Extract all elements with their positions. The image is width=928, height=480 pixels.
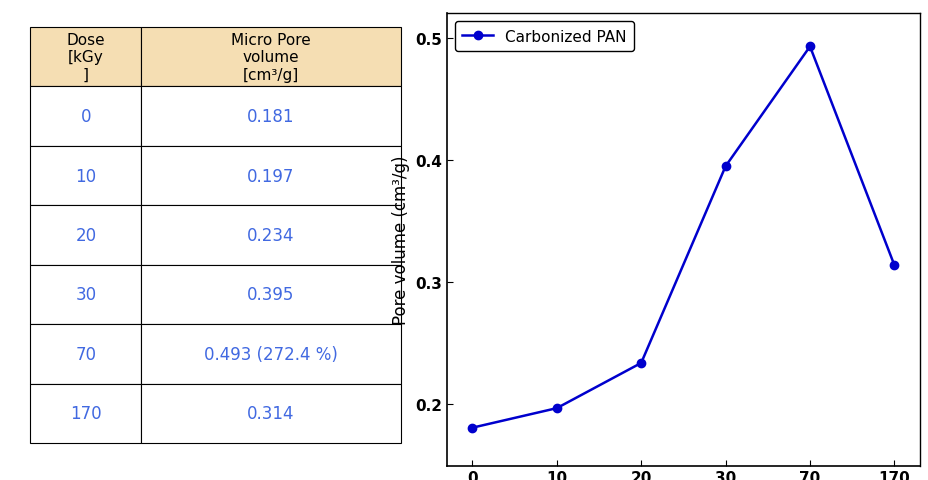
Y-axis label: Pore volume (cm³/g): Pore volume (cm³/g) <box>392 156 409 324</box>
Text: 0.197: 0.197 <box>247 167 294 185</box>
FancyBboxPatch shape <box>141 384 400 443</box>
FancyBboxPatch shape <box>31 324 141 384</box>
FancyBboxPatch shape <box>31 206 141 265</box>
Text: 0.493 (272.4 %): 0.493 (272.4 %) <box>204 345 338 363</box>
Text: 10: 10 <box>75 167 97 185</box>
Text: 170: 170 <box>70 405 102 422</box>
FancyBboxPatch shape <box>141 265 400 324</box>
Text: 70: 70 <box>75 345 97 363</box>
Carbonized PAN <box>804 45 815 50</box>
FancyBboxPatch shape <box>141 87 400 146</box>
FancyBboxPatch shape <box>31 87 141 146</box>
Text: 0.181: 0.181 <box>247 108 294 126</box>
FancyBboxPatch shape <box>141 146 400 206</box>
FancyBboxPatch shape <box>31 146 141 206</box>
FancyBboxPatch shape <box>31 265 141 324</box>
Legend: Carbonized PAN: Carbonized PAN <box>454 22 634 52</box>
Text: 0: 0 <box>81 108 91 126</box>
Text: 0.234: 0.234 <box>247 227 294 244</box>
FancyBboxPatch shape <box>141 324 400 384</box>
Text: 0.395: 0.395 <box>247 286 294 304</box>
FancyBboxPatch shape <box>31 384 141 443</box>
FancyBboxPatch shape <box>31 28 141 87</box>
Text: Dose
[kGy
]: Dose [kGy ] <box>67 33 105 83</box>
Carbonized PAN <box>719 164 730 170</box>
Text: 20: 20 <box>75 227 97 244</box>
Carbonized PAN <box>467 425 478 431</box>
Text: 30: 30 <box>75 286 97 304</box>
FancyBboxPatch shape <box>141 28 400 87</box>
Carbonized PAN <box>888 263 899 268</box>
Carbonized PAN <box>550 406 561 411</box>
Carbonized PAN <box>635 360 646 366</box>
Text: 0.314: 0.314 <box>247 405 294 422</box>
FancyBboxPatch shape <box>141 206 400 265</box>
Line: Carbonized PAN: Carbonized PAN <box>468 43 897 432</box>
Text: Micro Pore
volume
[cm³/g]: Micro Pore volume [cm³/g] <box>231 33 311 83</box>
